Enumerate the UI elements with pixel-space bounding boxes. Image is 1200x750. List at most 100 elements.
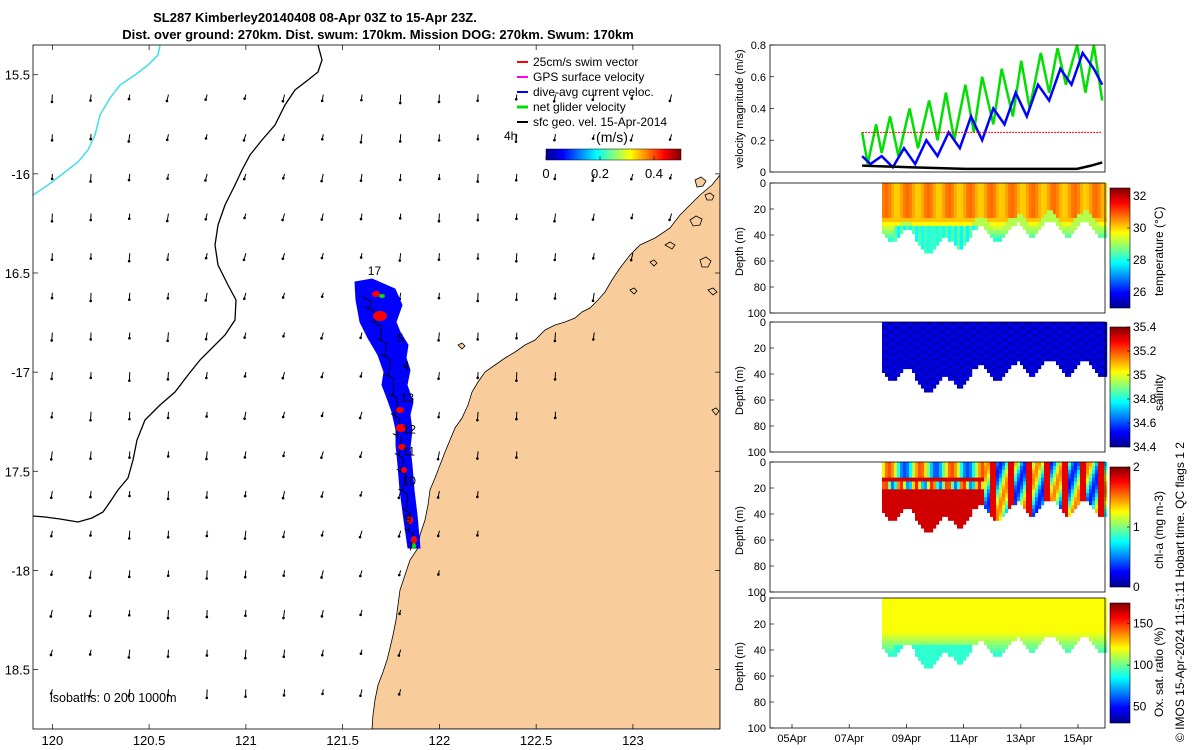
temp-cell — [1095, 222, 1099, 227]
sal-cell — [972, 333, 976, 338]
ox-cell — [1059, 637, 1063, 642]
sal-cell — [1026, 341, 1030, 346]
temp-cell — [1029, 218, 1033, 223]
chl-cell — [1032, 501, 1036, 506]
ox-cell — [888, 601, 892, 607]
temp-cell — [1008, 206, 1012, 211]
chl-cell — [993, 493, 997, 498]
temp-cell — [1104, 214, 1108, 219]
sal-cell — [1050, 349, 1054, 354]
chl-cell — [969, 508, 973, 513]
temp-cell — [1017, 190, 1021, 195]
ox-cell — [1104, 640, 1108, 646]
sal-cell — [1104, 329, 1108, 334]
chl-cell — [903, 477, 907, 482]
chl-cell — [1029, 497, 1033, 502]
ox-cell — [885, 598, 889, 603]
temp-cell — [924, 186, 928, 192]
ox-cell — [921, 598, 925, 603]
map-x-tick-label: 121.5 — [326, 733, 359, 748]
chl-cell — [951, 504, 955, 510]
chl-cell — [936, 520, 940, 525]
ox-cell — [894, 648, 898, 653]
sal-cell — [930, 380, 934, 385]
ox-cell — [990, 625, 994, 630]
ox-cell — [996, 625, 1000, 630]
ox-cell — [1071, 629, 1075, 634]
chl-cell — [1020, 485, 1024, 490]
ox-cell — [981, 601, 985, 607]
chl-cell — [885, 469, 889, 474]
sal-cell — [960, 380, 964, 385]
sal-cell — [900, 329, 904, 334]
ox-cell — [1026, 605, 1030, 610]
temp-cell — [963, 229, 967, 234]
chl-cell — [1029, 481, 1033, 486]
sal-cell — [921, 325, 925, 331]
ox-cell — [942, 648, 946, 653]
sal-cell — [1086, 329, 1090, 334]
ox-cell — [1098, 617, 1102, 622]
ox-cell — [1074, 617, 1078, 622]
ox-cell — [933, 617, 937, 622]
chl-cell — [1017, 485, 1021, 490]
ox-cell — [1011, 598, 1015, 603]
ox-cell — [882, 629, 886, 634]
temp-cell — [1095, 218, 1099, 223]
chl-cell — [993, 465, 997, 471]
temp-cell — [1041, 202, 1045, 207]
ox-cell — [1002, 637, 1006, 642]
chl-cell — [1026, 473, 1030, 478]
temp-cell — [1050, 206, 1054, 211]
temp-cell — [1026, 214, 1030, 219]
chl-cell — [897, 512, 901, 517]
ox-cell — [969, 613, 973, 618]
sal-cell — [1029, 372, 1033, 377]
temp-cell — [1023, 214, 1027, 219]
geo-arrow-head — [320, 615, 324, 618]
chl-cell — [900, 473, 904, 478]
ox-cell — [1002, 644, 1006, 649]
ox-cell — [1038, 609, 1042, 614]
chl-cell — [1065, 501, 1069, 506]
temp-cell — [1053, 206, 1057, 211]
sal-cell — [1077, 322, 1081, 327]
sal-cell — [957, 337, 961, 342]
temp-cell — [1029, 190, 1033, 195]
temp-cell — [1098, 218, 1102, 223]
temp-cell — [984, 198, 988, 203]
chl-cell — [996, 497, 1000, 502]
ox-cell — [1050, 629, 1054, 634]
ox-cell — [918, 598, 922, 603]
geo-arrow-head — [166, 297, 170, 300]
chl-cell — [1074, 481, 1078, 486]
ox-cell — [927, 617, 931, 622]
sal-cell — [1101, 341, 1105, 346]
temp-cell — [942, 218, 946, 223]
temp-cell — [954, 183, 958, 188]
ox-cell — [936, 648, 940, 653]
chl-cell — [939, 501, 943, 506]
temp-cell — [1068, 218, 1072, 223]
chl-cell — [1101, 489, 1105, 494]
geo-arrow-head — [281, 218, 284, 222]
chl-cell — [1077, 489, 1081, 494]
temp-cell — [1041, 183, 1045, 188]
temp-cell — [1071, 186, 1075, 192]
chl-cell — [1068, 473, 1072, 478]
sal-cell — [1059, 349, 1063, 354]
ox-cell — [963, 633, 967, 638]
temp-cell — [1032, 194, 1036, 199]
sal-cell — [1035, 353, 1039, 358]
chl-cell — [909, 497, 913, 502]
temp-cell — [894, 202, 898, 207]
chl-cell — [1083, 481, 1087, 486]
sal-cell — [981, 357, 985, 362]
ox-cell — [993, 621, 997, 626]
chl-cell — [933, 473, 937, 478]
temp-cell — [1002, 210, 1006, 215]
map-x-tick-label: 121 — [235, 733, 257, 748]
temp-cell — [984, 210, 988, 215]
ox-cell — [1053, 601, 1057, 607]
